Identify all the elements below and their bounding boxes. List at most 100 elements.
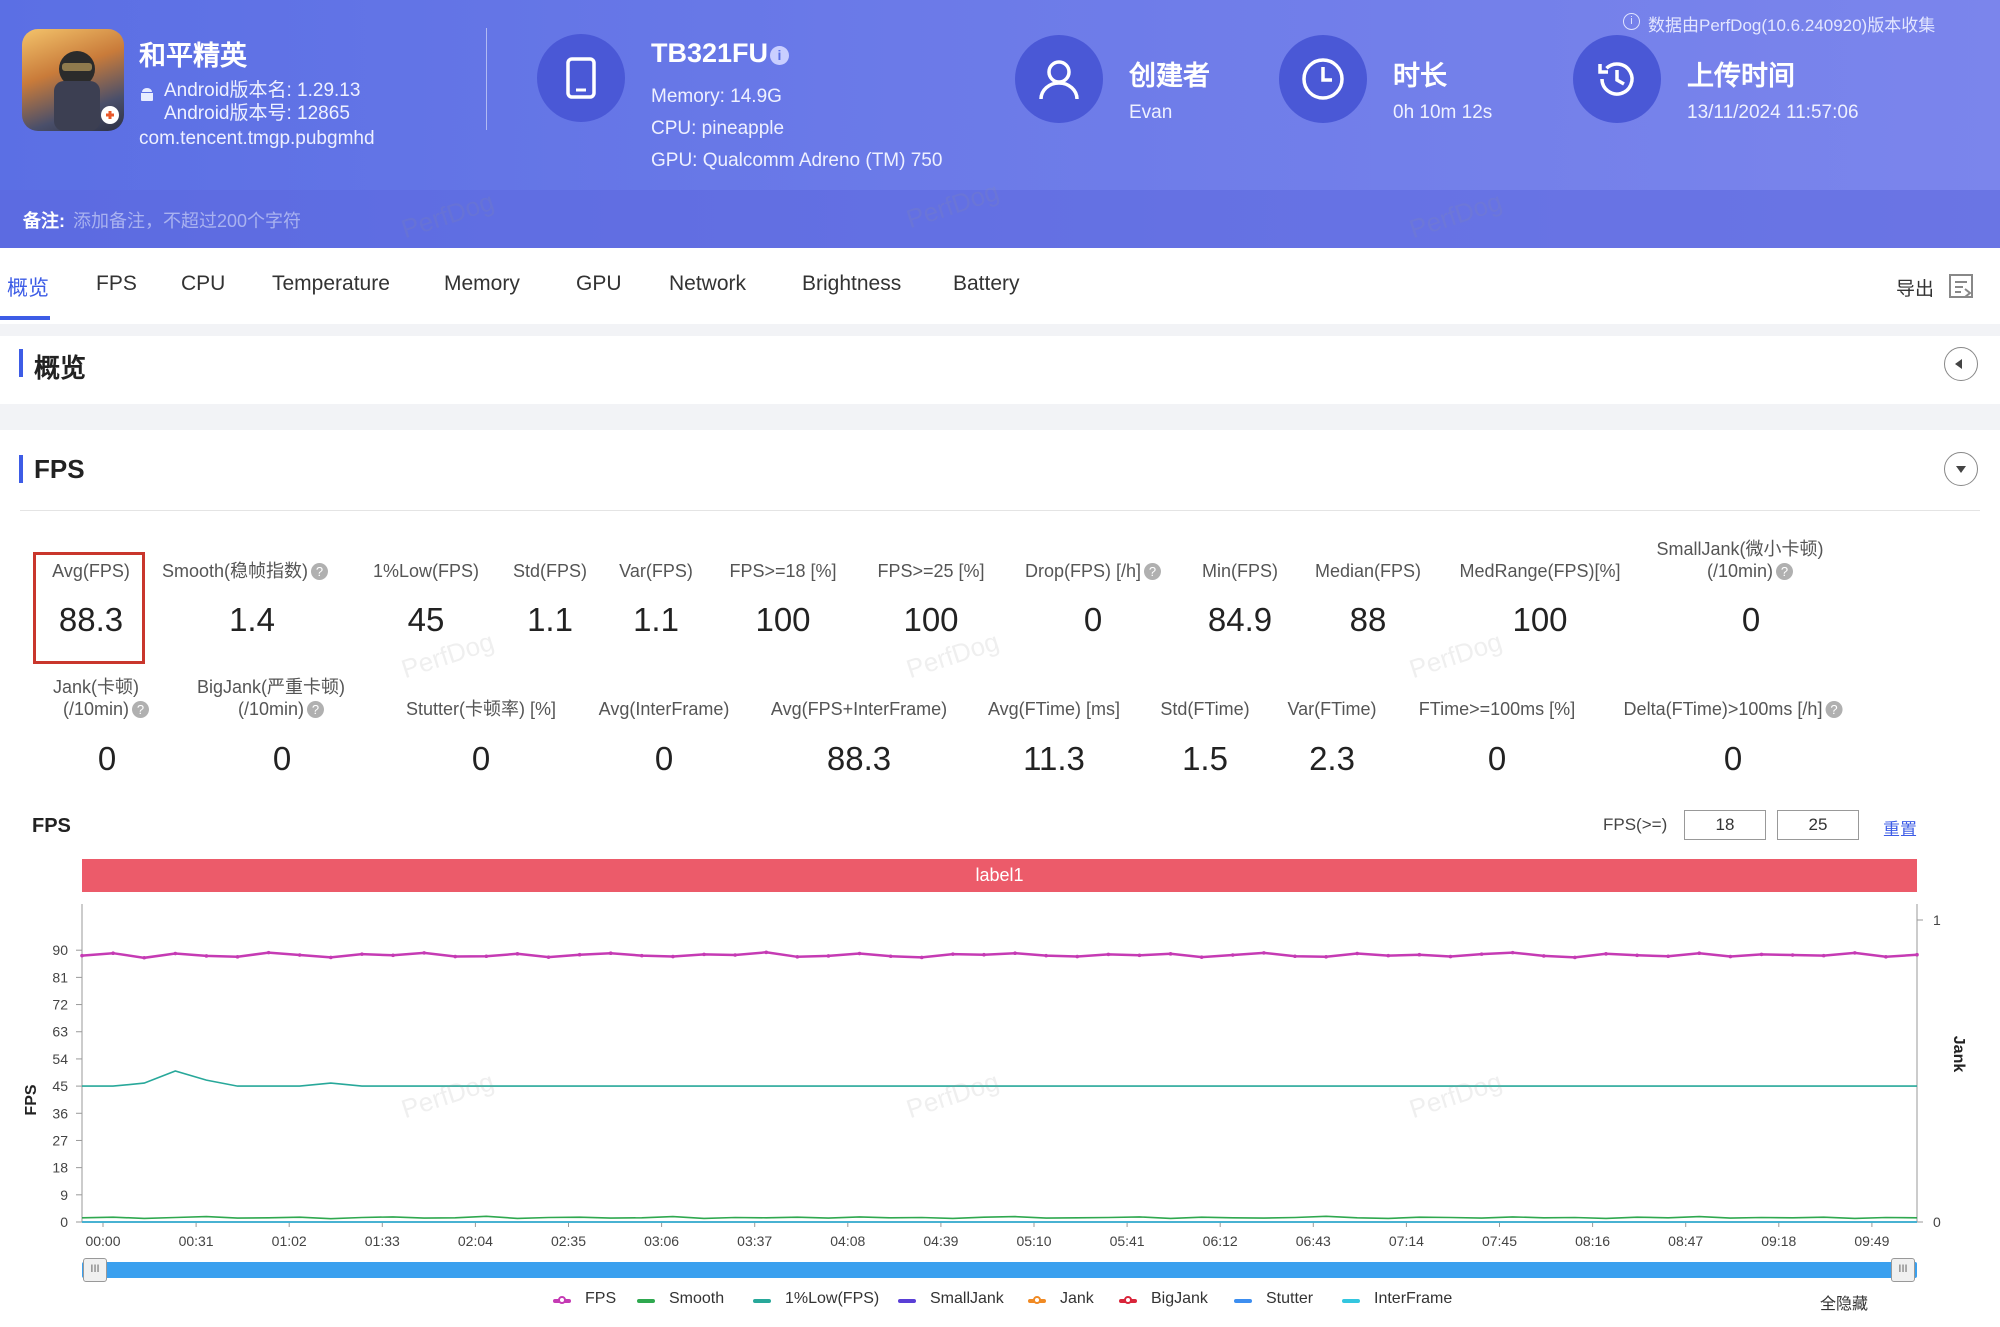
tab-overview[interactable]: 概览 xyxy=(7,277,49,300)
fps-point xyxy=(1479,952,1484,956)
x-tick-label: 05:41 xyxy=(1110,1233,1145,1249)
y2-tick-label: 0 xyxy=(1933,1214,1941,1230)
metric-value: 1.1 xyxy=(633,601,679,638)
y2-axis-label: Jank xyxy=(1950,1036,1967,1073)
help-icon[interactable]: ? xyxy=(1144,563,1162,580)
fps-point xyxy=(1106,952,1111,957)
chart-title: FPS xyxy=(32,815,71,837)
avg-fps-highlight xyxy=(33,552,145,664)
fps-point xyxy=(1137,953,1142,958)
metric-label: Std(FPS) xyxy=(512,561,588,581)
metric-value: 0 xyxy=(1723,740,1743,777)
tab-temperature[interactable]: Temperature xyxy=(272,272,390,295)
fps-collapse-button[interactable] xyxy=(1944,452,1978,486)
tab-fps[interactable]: FPS xyxy=(96,272,137,295)
x-tick-label: 09:18 xyxy=(1761,1233,1796,1249)
fps-line-chart[interactable]: 0 9 18 27 36 45 54 63 72 81 90 0 1 00:00 00:31 01:02 0… xyxy=(0,890,2000,1255)
export-icon[interactable] xyxy=(1947,272,1975,305)
tab-network[interactable]: Network xyxy=(669,272,747,295)
fps-point xyxy=(1044,953,1048,958)
overview-marker xyxy=(19,349,23,377)
help-icon[interactable]: ? xyxy=(1825,701,1843,718)
y-tick-label: 72 xyxy=(52,997,68,1013)
metric-value: 100 xyxy=(755,601,811,638)
help-icon[interactable]: ? xyxy=(1776,563,1794,580)
reset-button[interactable]: 重置 xyxy=(1883,820,1917,839)
help-icon[interactable]: ? xyxy=(307,701,325,718)
legend-item-jank[interactable]: Jank xyxy=(1028,1290,1094,1308)
fps-point xyxy=(1510,950,1515,955)
legend-item-smooth[interactable]: Smooth xyxy=(637,1290,724,1308)
tab-memory[interactable]: Memory xyxy=(444,272,520,295)
y-tick-label: 27 xyxy=(52,1132,68,1148)
overview-collapse-button[interactable] xyxy=(1944,347,1978,381)
fps-point xyxy=(795,955,800,959)
fps-point xyxy=(391,953,395,958)
help-icon[interactable]: ? xyxy=(311,563,329,580)
creator-circle xyxy=(1015,35,1103,123)
metric-label: Stutter(卡顿率) [%] xyxy=(405,699,557,719)
fps-point xyxy=(1884,955,1888,959)
fps-threshold-1-input[interactable] xyxy=(1684,810,1766,840)
fps-point xyxy=(764,950,769,955)
legend-item-interframe[interactable]: InterFrame xyxy=(1342,1290,1452,1308)
legend-item-fps[interactable]: FPS xyxy=(553,1290,616,1308)
metric-label: Min(FPS) xyxy=(1202,561,1278,581)
label-band[interactable]: label1 xyxy=(82,859,1917,892)
help-icon[interactable]: ? xyxy=(132,701,150,718)
fps-point xyxy=(1728,954,1733,959)
hide-all-button[interactable]: 全隐藏 xyxy=(1820,1296,1869,1313)
creator-label: 创建者 xyxy=(1129,61,1210,91)
metric-label: Avg(FPS+InterFrame) xyxy=(770,699,948,719)
info-icon[interactable]: i xyxy=(770,46,789,65)
metric-label-unit: (/10min)? xyxy=(238,698,325,720)
legend-item-bigjank[interactable]: BigJank xyxy=(1119,1290,1208,1308)
tab-battery[interactable]: Battery xyxy=(953,272,1020,295)
x-tick-label: 00:31 xyxy=(179,1233,214,1249)
y-tick-label: 9 xyxy=(60,1187,68,1203)
metric-value: 0 xyxy=(97,740,117,777)
metric-value: 84.9 xyxy=(1207,601,1273,638)
x-tick-label: 03:37 xyxy=(737,1233,772,1249)
y-tick-label: 54 xyxy=(52,1051,68,1067)
scroll-handle-right[interactable]: III xyxy=(1891,1258,1915,1282)
series-line-smooth xyxy=(81,1215,1918,1220)
x-tick-label: 07:14 xyxy=(1389,1233,1424,1249)
fps-point xyxy=(1199,955,1204,959)
fps-point xyxy=(1230,953,1235,957)
scroll-handle-left[interactable]: III xyxy=(83,1258,107,1282)
device-memory: Memory: 14.9G xyxy=(651,86,782,107)
metric-value: 11.3 xyxy=(1023,740,1085,777)
fps-point xyxy=(266,950,271,955)
legend-item-stutter[interactable]: Stutter xyxy=(1234,1290,1313,1308)
x-tick-label: 07:45 xyxy=(1482,1233,1517,1249)
upload-time: 13/11/2024 11:57:06 xyxy=(1687,102,1859,123)
fps-point xyxy=(546,955,551,959)
fps-point xyxy=(297,953,302,957)
note-input[interactable]: 添加备注，不超过200个字符 xyxy=(73,211,302,231)
package-name: com.tencent.tmgp.pubgmhd xyxy=(139,128,375,149)
fps-threshold-2-input[interactable] xyxy=(1777,810,1859,840)
y-tick-label: 90 xyxy=(52,942,68,958)
tab-gpu[interactable]: GPU xyxy=(576,272,622,295)
fps-point xyxy=(204,954,209,958)
note-bar xyxy=(0,190,2000,248)
fps-point xyxy=(888,954,893,959)
fps-point xyxy=(1324,955,1328,959)
timeline-scrollbar[interactable] xyxy=(82,1262,1917,1278)
metric-value: 0 xyxy=(1487,740,1507,777)
metric-label: BigJank(严重卡顿) xyxy=(196,677,346,697)
export-label[interactable]: 导出 xyxy=(1896,279,1935,300)
metric-value: 88 xyxy=(1349,601,1387,638)
divider xyxy=(20,510,1980,511)
metric-label: Delta(FTime)>100ms [/h]? xyxy=(1624,698,1843,720)
legend-item-smalljank[interactable]: SmallJank xyxy=(898,1290,1004,1308)
tab-cpu[interactable]: CPU xyxy=(181,272,226,295)
fps-point xyxy=(1013,951,1017,956)
legend-item-1pct-low[interactable]: 1%Low(FPS) xyxy=(753,1290,879,1308)
fps-point xyxy=(1915,952,1919,957)
y-tick-label: 63 xyxy=(52,1024,68,1040)
fps-point xyxy=(702,952,706,957)
user-icon xyxy=(1039,60,1079,100)
tab-brightness[interactable]: Brightness xyxy=(802,272,902,295)
